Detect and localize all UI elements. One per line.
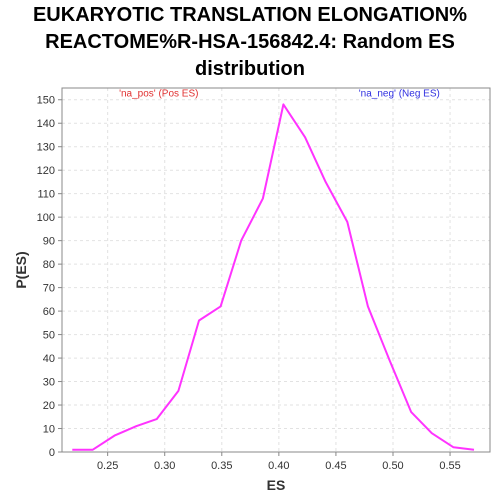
y-tick-label: 90 xyxy=(43,236,55,248)
y-tick-label: 30 xyxy=(43,377,55,389)
y-tick-label: 120 xyxy=(37,165,55,177)
y-tick-label: 110 xyxy=(37,189,55,201)
legend-annotation: 'na_neg' (Neg ES) xyxy=(359,89,440,100)
y-tick-label: 140 xyxy=(37,118,55,130)
x-tick-label: 0.30 xyxy=(154,460,175,472)
y-tick-label: 40 xyxy=(43,353,55,365)
chart-title-line-2: REACTOME%R-HSA-156842.4: Random ES xyxy=(45,31,455,53)
annotation-layer: 'na_pos' (Pos ES) 'na_neg' (Neg ES) xyxy=(119,89,440,100)
y-tick-label: 60 xyxy=(43,306,55,318)
plot-frame xyxy=(61,87,491,453)
axis-layer: 0 10 20 30 40 50 60 70 80 90 100 110 120 130 140 150 0.2… xyxy=(37,95,461,472)
y-tick-label: 10 xyxy=(43,424,55,436)
y-tick-label: 20 xyxy=(43,400,55,412)
x-tick-label: 0.35 xyxy=(211,460,232,472)
y-tick-label: 80 xyxy=(43,259,55,271)
x-axis-label: ES xyxy=(267,477,286,493)
x-tick-label: 0.45 xyxy=(325,460,346,472)
x-tick-label: 0.40 xyxy=(268,460,289,472)
series-line xyxy=(72,103,475,451)
legend-annotation: 'na_pos' (Pos ES) xyxy=(119,89,198,100)
series-layer xyxy=(72,103,475,451)
y-tick-label: 50 xyxy=(43,330,55,342)
y-tick-label: 130 xyxy=(37,142,55,154)
y-tick-label: 0 xyxy=(49,447,55,459)
x-tick-label: 0.25 xyxy=(97,460,118,472)
chart-title-line-1: EUKARYOTIC TRANSLATION ELONGATION% xyxy=(32,4,468,26)
y-tick-label: 100 xyxy=(37,212,55,224)
y-axis-label: P(ES) xyxy=(13,251,29,288)
y-tick-label: 70 xyxy=(43,283,55,295)
y-tick-label: 150 xyxy=(37,95,55,107)
x-tick-label: 0.55 xyxy=(439,460,460,472)
chart-title-line-3: distribution xyxy=(195,58,305,80)
x-tick-label: 0.50 xyxy=(382,460,403,472)
